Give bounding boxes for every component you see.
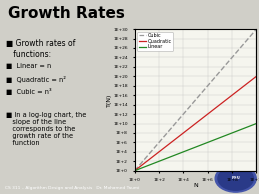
Text: CS 311 – Algorithm Design and Analysis   Dr. Mohamed Taumi: CS 311 – Algorithm Design and Analysis D… <box>5 186 139 190</box>
Y-axis label: T(N): T(N) <box>107 93 112 107</box>
Text: ■ Growth rates of
   functions:: ■ Growth rates of functions: <box>6 39 76 59</box>
Text: PSU: PSU <box>231 177 240 180</box>
X-axis label: N: N <box>193 183 198 188</box>
Text: ■  Linear = n: ■ Linear = n <box>6 63 52 69</box>
Circle shape <box>215 165 256 192</box>
Circle shape <box>218 167 253 190</box>
Text: Growth Rates: Growth Rates <box>8 6 125 21</box>
Text: ■ In a log-log chart, the
   slope of the line
   corresponds to the
   growth r: ■ In a log-log chart, the slope of the l… <box>6 112 87 146</box>
Text: PSU: PSU <box>236 186 248 191</box>
Legend: Cubic, Quadratic, Linear: Cubic, Quadratic, Linear <box>137 32 173 51</box>
Text: ■  Quadratic = n²: ■ Quadratic = n² <box>6 76 67 83</box>
Text: ■  Cubic = n³: ■ Cubic = n³ <box>6 88 52 95</box>
